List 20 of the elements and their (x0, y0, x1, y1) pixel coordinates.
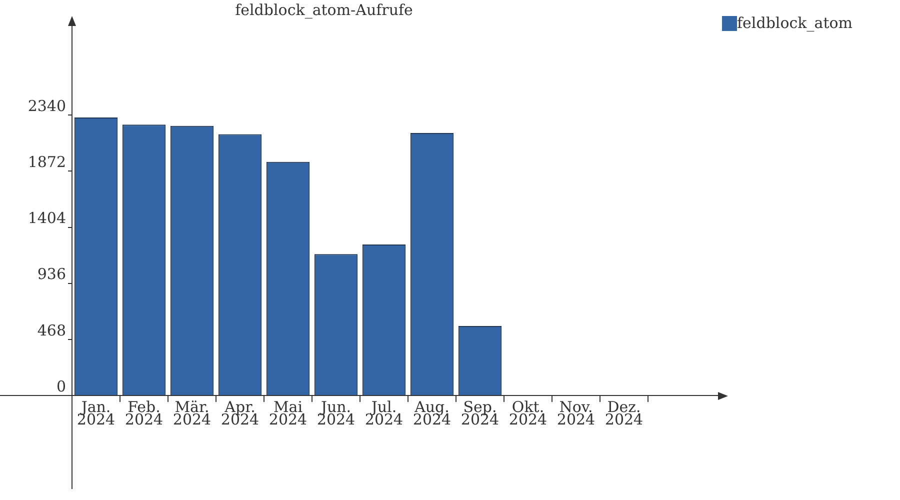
x-tick-label: Apr. 2024 (220, 398, 260, 429)
x-tick-label: Okt. 2024 (508, 398, 548, 429)
x-tick-label: Nov. 2024 (556, 398, 596, 429)
y-tick-label: 2340 (28, 96, 66, 115)
x-tick-label: Mär. 2024 (172, 398, 212, 429)
y-tick-label: 936 (37, 265, 66, 284)
x-tick-label: Jul. 2024 (364, 398, 404, 429)
x-tick-label: Sep. 2024 (460, 398, 500, 429)
x-tick-label: Feb. 2024 (124, 398, 164, 429)
y-tick-label: 1404 (28, 209, 66, 228)
x-tick-label: Mai 2024 (268, 398, 308, 429)
x-tick-label: Jan. 2024 (76, 398, 116, 429)
legend-label: feldblock_atom (737, 14, 852, 32)
y-tick-label: 1872 (28, 153, 66, 172)
x-tick-label: Aug. 2024 (412, 398, 452, 429)
y-tick-label: 0 (56, 377, 66, 396)
chart-title: feldblock_atom-Aufrufe (235, 0, 414, 19)
x-tick-label: Jun. 2024 (316, 398, 356, 429)
x-tick-label: Dez. 2024 (604, 398, 644, 429)
y-tick-label: 468 (37, 321, 66, 340)
